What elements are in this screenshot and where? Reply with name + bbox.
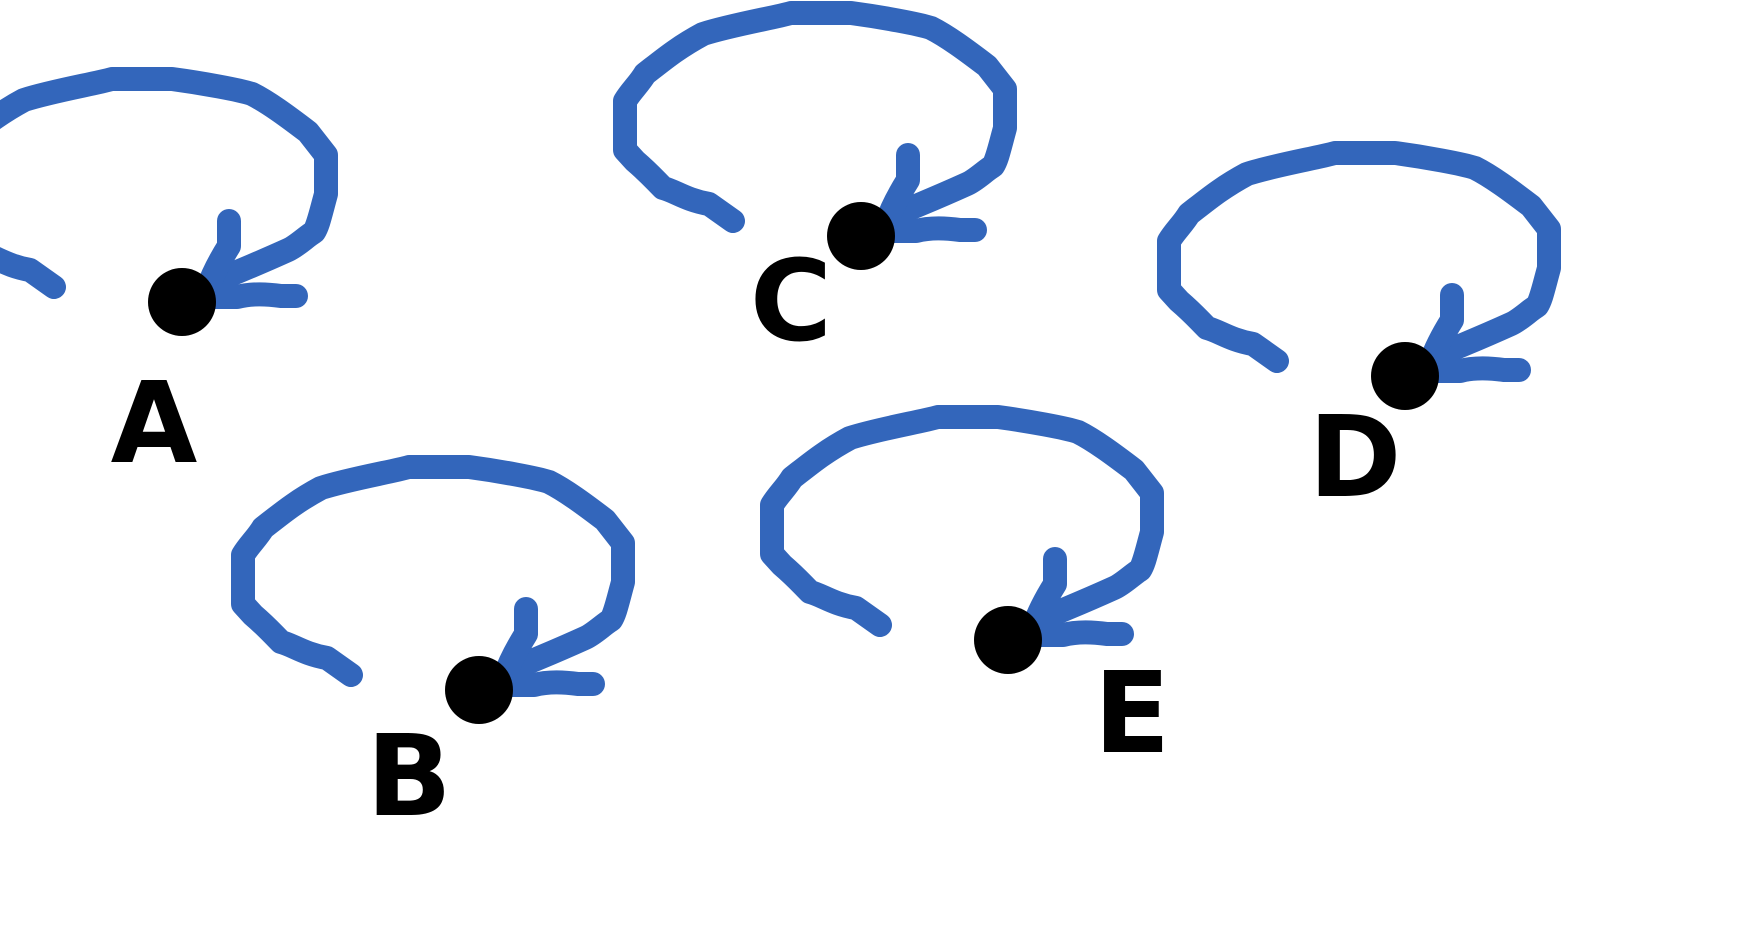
loop-arrow-a: [0, 79, 326, 297]
node-dot-b: [445, 656, 513, 724]
node-dot-d: [1371, 342, 1439, 410]
motif-e: E: [772, 417, 1170, 779]
loop-arrow-d: [1169, 153, 1549, 371]
node-dot-e: [974, 606, 1042, 674]
label-b: B: [366, 712, 451, 842]
label-d: D: [1309, 393, 1402, 523]
loop-arrow-c: [625, 13, 1005, 231]
loop-arrow-e: [772, 417, 1152, 635]
loop-arrow-b: [243, 467, 623, 685]
motif-d: D: [1169, 153, 1549, 523]
motif-b: B: [243, 467, 623, 842]
label-c: C: [750, 237, 832, 367]
label-e: E: [1094, 649, 1171, 779]
motif-c: C: [625, 13, 1005, 367]
node-dot-a: [148, 268, 216, 336]
label-a: A: [111, 359, 198, 489]
node-dot-c: [827, 202, 895, 270]
motif-a: A: [0, 79, 326, 489]
